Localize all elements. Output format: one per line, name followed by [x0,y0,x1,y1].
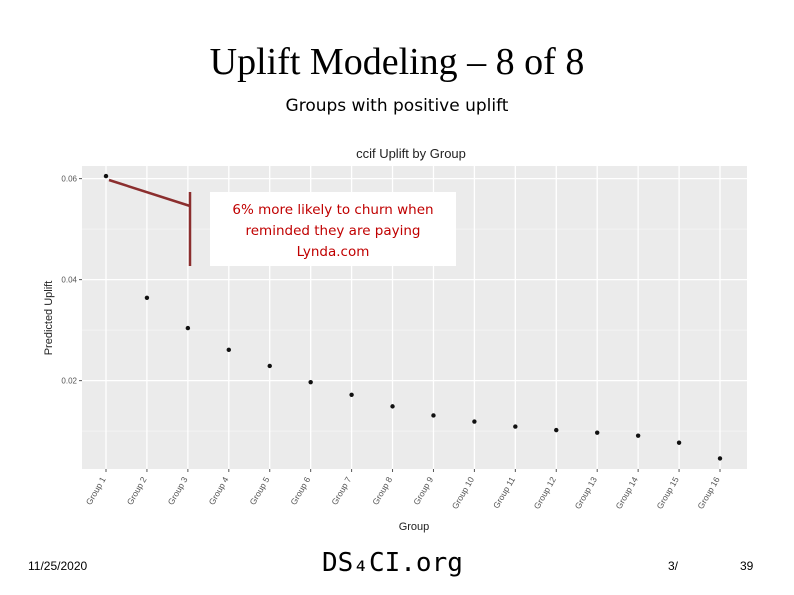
footer-page-number: 3/ [668,559,679,573]
callout-line-1: 6% more likely to churn when [232,202,434,218]
callout-line-2: reminded they are paying [245,223,421,239]
y-axis-ticks: 0.02 0.04 0.06 [61,175,82,386]
uplift-scatter-chart: ccif Uplift by Group 0.02 0.04 0.06 Group … [43,146,747,533]
data-point [226,347,231,353]
x-tick-label: Group 15 [654,475,681,511]
data-point [676,440,682,445]
x-tick-label: Group 12 [532,475,559,511]
data-point [472,419,477,424]
data-point [103,173,109,179]
data-points [103,173,723,461]
footer-site-logo: DS₄CI.org [322,548,463,578]
data-point [308,379,313,385]
x-tick-label: Group 1 [84,475,108,507]
data-point [349,392,354,397]
x-tick-label: Group 3 [166,475,190,507]
x-tick-label: Group 2 [125,475,149,507]
x-tick-label: Group 13 [573,475,600,511]
data-point [267,363,272,369]
data-point [635,433,641,438]
x-tick-label: Group 6 [288,475,312,507]
y-tick-label: 0.02 [61,377,77,386]
data-point [717,456,723,461]
slide-subtitle: Groups with positive uplift [285,96,509,116]
footer-total-pages: 39 [740,559,754,573]
slide-title: Uplift Modeling – 8 of 8 [209,41,585,83]
chart-title: ccif Uplift by Group [356,146,466,161]
data-point [554,427,559,433]
callout-line-3: Lynda.com [296,244,370,260]
x-tick-label: Group 16 [695,475,722,511]
x-axis-label: Group [399,521,430,533]
x-tick-label: Group 9 [411,475,435,507]
x-tick-label: Group 4 [207,475,231,507]
callout-arrow-diagonal [108,178,191,208]
x-tick-label: Group 14 [613,475,640,511]
x-tick-label: Group 8 [370,475,394,507]
callout-box: 6% more likely to churn when reminded th… [210,192,456,266]
x-axis-ticks: Group 1 Group 2 Group 3 Group 4 Group 5 Group… [84,469,722,511]
y-tick-label: 0.04 [61,276,77,285]
x-tick-label: Group 5 [247,475,271,507]
data-point [144,295,150,301]
data-point [513,424,518,429]
x-tick-label: Group 7 [329,475,353,507]
x-tick-label: Group 10 [450,475,477,511]
x-tick-label: Group 11 [491,475,517,510]
callout-arrow [108,178,192,266]
footer-date: 11/25/2020 [28,559,88,573]
data-point [390,404,395,409]
data-point [431,413,436,418]
data-point [185,325,191,331]
y-tick-label: 0.06 [61,175,77,184]
y-axis-label: Predicted Uplift [43,281,55,356]
data-point [595,430,600,435]
